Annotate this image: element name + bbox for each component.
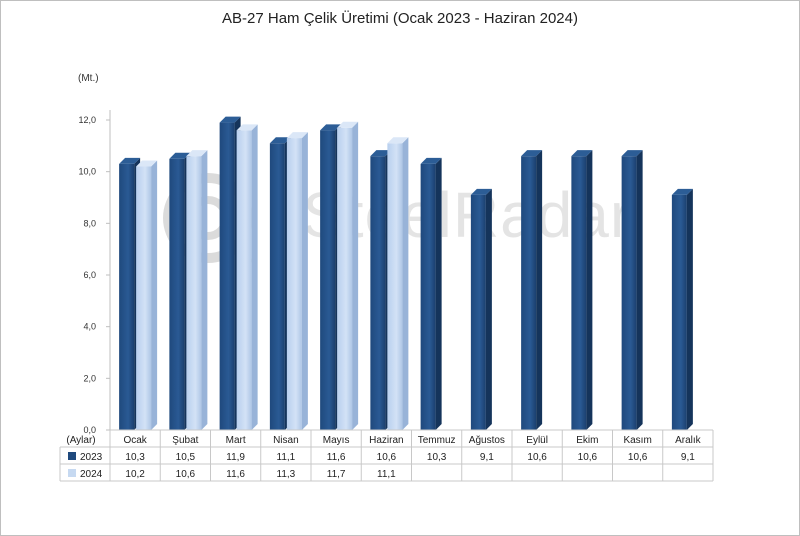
bar-top-2023-Nisan [269, 137, 291, 144]
bar-2023-Şubat [169, 158, 185, 430]
x-tick-label: Ekim [576, 435, 598, 446]
bar-2023-Ocak [119, 163, 135, 430]
x-tick-label: Ocak [123, 435, 147, 446]
bar-2024-Haziran [387, 143, 403, 430]
x-tick-label: Eylül [526, 435, 548, 446]
bar-2024-Nisan [286, 138, 302, 431]
bar-top-2023-Mart [219, 116, 241, 123]
y-tick-label: 6,0 [83, 270, 96, 280]
y-tick-label: 0,0 [83, 425, 96, 435]
bar-2023-Eylül [521, 156, 537, 430]
bar-top-2023-Eylül [521, 150, 543, 157]
y-tick-label: 12,0 [78, 115, 96, 125]
bar-side-2023-Eylül [536, 150, 543, 430]
bar-side-2024-Ocak [151, 160, 158, 430]
data-label-2023: 10,6 [628, 452, 648, 463]
x-tick-label: Haziran [369, 435, 403, 446]
bar-2023-Ağustos [470, 194, 486, 430]
bar-side-2024-Mart [251, 124, 258, 430]
bar-top-2024-Şubat [186, 150, 208, 157]
data-label-2023: 11,9 [226, 452, 245, 463]
x-tick-label: Nisan [273, 435, 299, 446]
x-tick-label: Mart [226, 435, 246, 446]
bar-top-2024-Mayıs [337, 121, 359, 128]
table-header-label: (Aylar) [66, 435, 95, 446]
x-tick-label: Mayıs [323, 435, 350, 446]
data-label-2024: 11,7 [327, 469, 346, 480]
bar-layer [119, 116, 693, 431]
data-table: (Aylar) Ocak Şubat Mart Nisan Mayıs Haziran Tem… [59, 429, 714, 482]
x-tick-label: Ağustos [469, 435, 505, 446]
bar-side-2023-Temmuz [435, 157, 442, 430]
data-label-2024: 11,1 [377, 469, 396, 480]
bar-2024-Mayıs [337, 127, 353, 430]
data-label-2024: 11,6 [226, 469, 245, 480]
bar-top-2023-Aralık [671, 188, 693, 195]
bar-side-2024-Şubat [201, 150, 208, 430]
bar-top-2024-Ocak [136, 160, 158, 167]
bar-top-2023-Haziran [370, 150, 392, 157]
bar-top-2023-Kasım [621, 150, 643, 157]
bar-top-2023-Ocak [119, 157, 141, 164]
bar-2024-Mart [236, 130, 252, 431]
data-label-2023: 10,5 [176, 452, 196, 463]
axis-layer: 0,0 2,0 4,0 6,0 8,0 10,0 12,0 [78, 110, 111, 435]
bar-2024-Şubat [186, 156, 202, 430]
x-tick-label: Şubat [172, 435, 198, 446]
data-label-2023: 10,6 [578, 452, 598, 463]
y-axis-unit-label: (Mt.) [78, 73, 99, 84]
data-label-2023: 9,1 [681, 452, 695, 463]
bar-2023-Mayıs [320, 130, 336, 431]
x-tick-label: Temmuz [418, 435, 456, 446]
data-label-2023: 10,6 [527, 452, 547, 463]
data-label-2024: 10,2 [125, 469, 145, 480]
bar-top-2024-Haziran [387, 137, 409, 144]
legend-key-2024 [68, 469, 76, 477]
bar-top-2024-Nisan [286, 132, 308, 139]
y-tick-label: 2,0 [83, 373, 96, 383]
data-label-2023: 10,3 [427, 452, 447, 463]
bar-2023-Nisan [269, 143, 285, 430]
data-label-2023: 10,3 [125, 452, 145, 463]
legend-key-2023 [68, 452, 76, 460]
data-label-2023: 11,1 [277, 452, 296, 463]
legend-label-2024: 2024 [80, 469, 103, 480]
legend-label-2023: 2023 [80, 452, 103, 463]
bar-top-2024-Mart [236, 124, 258, 131]
bar-2023-Mart [219, 122, 235, 430]
bar-top-2023-Şubat [169, 152, 191, 159]
bar-top-2023-Temmuz [420, 157, 442, 164]
data-label-2023: 11,6 [327, 452, 346, 463]
bar-side-2023-Kasım [636, 150, 643, 430]
data-label-2024: 10,6 [176, 469, 196, 480]
x-tick-label: Kasım [623, 435, 651, 446]
bar-side-2024-Nisan [301, 132, 308, 431]
bar-top-2023-Ekim [571, 150, 593, 157]
bar-2023-Aralık [671, 194, 687, 430]
bar-2023-Kasım [621, 156, 637, 430]
bar-2023-Temmuz [420, 163, 436, 430]
data-label-2023: 10,6 [377, 452, 397, 463]
y-tick-label: 8,0 [83, 218, 96, 228]
bar-side-2023-Aralık [686, 188, 693, 430]
y-tick-label: 10,0 [78, 167, 96, 177]
bar-side-2024-Haziran [402, 137, 409, 430]
bar-2023-Haziran [370, 156, 386, 430]
bar-side-2024-Mayıs [352, 121, 359, 430]
data-label-2023: 9,1 [480, 452, 494, 463]
x-tick-label: Aralık [675, 435, 702, 446]
bar-top-2023-Mayıs [320, 124, 342, 131]
bar-side-2023-Ekim [586, 150, 593, 430]
bar-2024-Ocak [136, 166, 152, 430]
bar-top-2023-Ağustos [470, 188, 492, 195]
bar-2023-Ekim [571, 156, 587, 430]
bar-side-2023-Ağustos [485, 188, 492, 430]
y-tick-label: 4,0 [83, 322, 96, 332]
data-label-2024: 11,3 [277, 469, 296, 480]
chart-title: AB-27 Ham Çelik Üretimi (Ocak 2023 - Haz… [222, 10, 578, 27]
